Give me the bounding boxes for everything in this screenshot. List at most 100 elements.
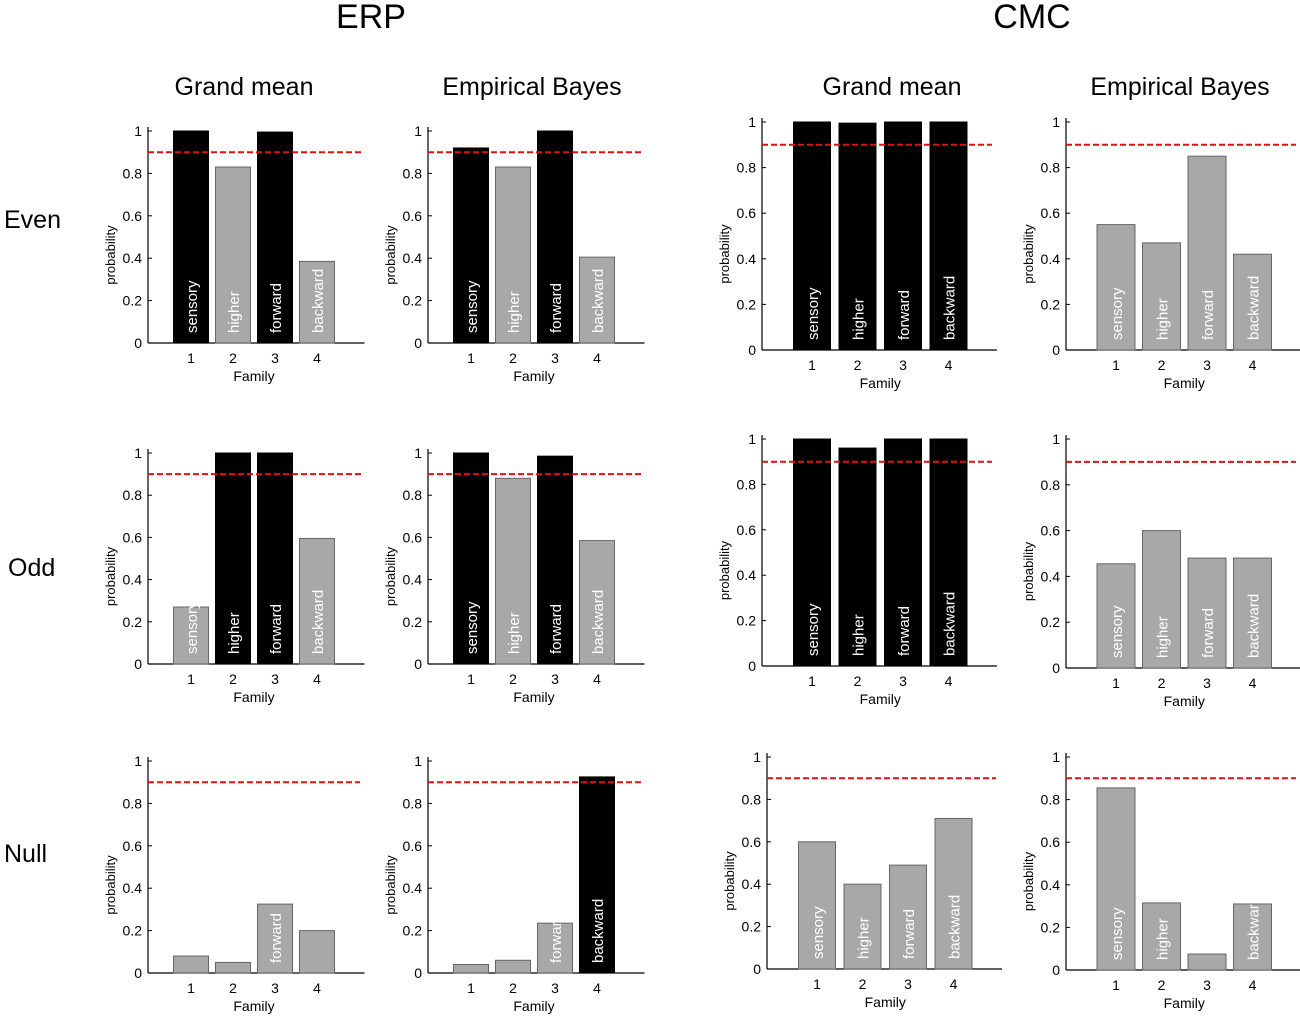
panel-cmc-grand-mean-null: 0 0.2 0.4 0.6 0.8 1 probability sensory 1 higher 2…	[722, 749, 1002, 1010]
x-tick-label: 2	[229, 980, 237, 996]
bar-label-forward: forward	[896, 290, 913, 340]
x-axis-label: Family	[865, 994, 906, 1010]
bar-family-3	[537, 455, 573, 665]
bar-label-backward: backward	[942, 276, 959, 340]
x-tick-label: 3	[271, 671, 279, 687]
bar-label-backward: backward	[942, 592, 959, 656]
bar-family-1	[453, 452, 489, 665]
bar-family-3	[1187, 557, 1227, 669]
y-axis-label: probability	[383, 546, 398, 606]
bar-label-backward: backward	[590, 269, 607, 333]
y-tick-label: 0	[1052, 342, 1060, 358]
y-tick-label: 1	[414, 445, 422, 461]
y-axis-label: probability	[717, 540, 732, 600]
x-tick-label: 4	[313, 671, 321, 687]
y-tick-label: 0.6	[403, 208, 423, 224]
bar-family-1	[1096, 224, 1136, 351]
y-tick-label: 0.6	[123, 838, 143, 854]
bar-family-1	[453, 147, 489, 344]
y-axis-label: probability	[103, 225, 118, 285]
x-tick-label: 4	[945, 673, 953, 689]
bar-family-4	[299, 930, 335, 974]
x-tick-label: 1	[467, 350, 475, 366]
panel-cmc-empirical-bayes-null: 0 0.2 0.4 0.6 0.8 1 probability sensory 1 higher 2…	[1021, 749, 1300, 1011]
group-title-erp: ERP	[336, 0, 406, 36]
bar-family-1	[173, 606, 209, 665]
y-tick-label: 0.8	[1041, 160, 1061, 176]
bar-family-4	[299, 537, 335, 665]
panel-erp-grand-mean-odd: 0 0.2 0.4 0.6 0.8 1 probability sensory 1 higher 2…	[103, 445, 365, 705]
x-tick-label: 1	[467, 980, 475, 996]
x-tick-label: 2	[1158, 357, 1166, 373]
y-tick-label: 0.8	[123, 165, 143, 181]
y-tick-label: 0	[134, 656, 142, 672]
x-axis-label: Family	[233, 998, 274, 1014]
x-axis-label: Family	[233, 689, 274, 705]
x-tick-label: 3	[551, 980, 559, 996]
bar-label-higher: higher	[851, 298, 868, 340]
x-tick-label: 1	[808, 673, 816, 689]
row-label-even: Even	[4, 206, 61, 234]
bar-label-forward: forward	[268, 283, 285, 333]
x-tick-label: 3	[271, 350, 279, 366]
panel-erp-empirical-bayes-null: 0 0.2 0.4 0.6 0.8 1 probability 1 2 forward 3 backw…	[383, 753, 645, 1014]
y-tick-label: 0.2	[1041, 614, 1061, 630]
y-tick-label: 0.8	[403, 165, 423, 181]
x-axis-label: Family	[1164, 693, 1205, 709]
x-tick-label: 4	[593, 980, 601, 996]
x-axis-label: Family	[513, 368, 554, 384]
bar-family-2	[1142, 530, 1181, 669]
y-tick-label: 0	[414, 965, 422, 981]
y-tick-label: 0.2	[1041, 296, 1061, 312]
bar-family-1	[1096, 787, 1136, 971]
x-tick-label: 2	[854, 357, 862, 373]
x-tick-label: 2	[509, 980, 517, 996]
bar-label-sensory: sensory	[805, 287, 822, 340]
bar-family-3	[1187, 953, 1227, 971]
bar-family-2	[495, 959, 531, 974]
x-tick-label: 1	[187, 350, 195, 366]
x-tick-label: 2	[1158, 675, 1166, 691]
x-tick-label: 4	[593, 671, 601, 687]
x-tick-label: 2	[229, 671, 237, 687]
y-tick-label: 0.2	[123, 923, 143, 939]
y-tick-label: 0.6	[737, 522, 757, 538]
bar-family-1	[173, 955, 209, 974]
y-tick-label: 0.6	[403, 838, 423, 854]
bar-family-3	[537, 922, 573, 974]
bar-label-forward: forward	[901, 909, 918, 959]
y-tick-label: 1	[748, 114, 756, 130]
bar-label-backward: backward	[1246, 276, 1263, 340]
y-tick-label: 0.4	[737, 567, 757, 583]
bar-label-higher: higher	[856, 917, 873, 959]
bar-label-backward: backward	[947, 895, 964, 959]
bar-family-4	[1233, 903, 1272, 971]
x-tick-label: 2	[509, 350, 517, 366]
y-tick-label: 0.2	[1041, 919, 1061, 935]
y-tick-label: 0.6	[742, 834, 762, 850]
panel-erp-empirical-bayes-odd: 0 0.2 0.4 0.6 0.8 1 probability sensory 1 higher 2…	[383, 445, 645, 705]
bar-family-3	[257, 131, 293, 344]
bar-label-higher: higher	[226, 612, 243, 654]
bar-label-backward: backward	[1246, 594, 1263, 658]
bar-label-sensory: sensory	[1109, 907, 1126, 960]
y-tick-label: 0.8	[123, 487, 143, 503]
y-tick-label: 0.4	[403, 880, 423, 896]
bar-family-2	[1142, 242, 1181, 351]
bar-family-2	[215, 961, 251, 974]
x-tick-label: 4	[1249, 977, 1257, 993]
bar-family-4	[929, 438, 968, 667]
y-tick-label: 0.8	[742, 791, 762, 807]
x-tick-label: 1	[808, 357, 816, 373]
y-tick-label: 0.2	[403, 614, 423, 630]
bar-family-4	[299, 260, 335, 344]
bar-family-2	[495, 166, 531, 344]
x-tick-label: 4	[313, 350, 321, 366]
x-tick-label: 1	[1112, 357, 1120, 373]
panel-cmc-empirical-bayes-even: 0 0.2 0.4 0.6 0.8 1 probability sensory 1 higher 2…	[1021, 114, 1300, 391]
y-tick-label: 0.4	[403, 572, 423, 588]
bar-family-4	[934, 817, 973, 970]
y-tick-label: 0.2	[737, 613, 757, 629]
bar-label-forward: forward	[1200, 290, 1217, 340]
row-label-null: Null	[4, 840, 47, 868]
